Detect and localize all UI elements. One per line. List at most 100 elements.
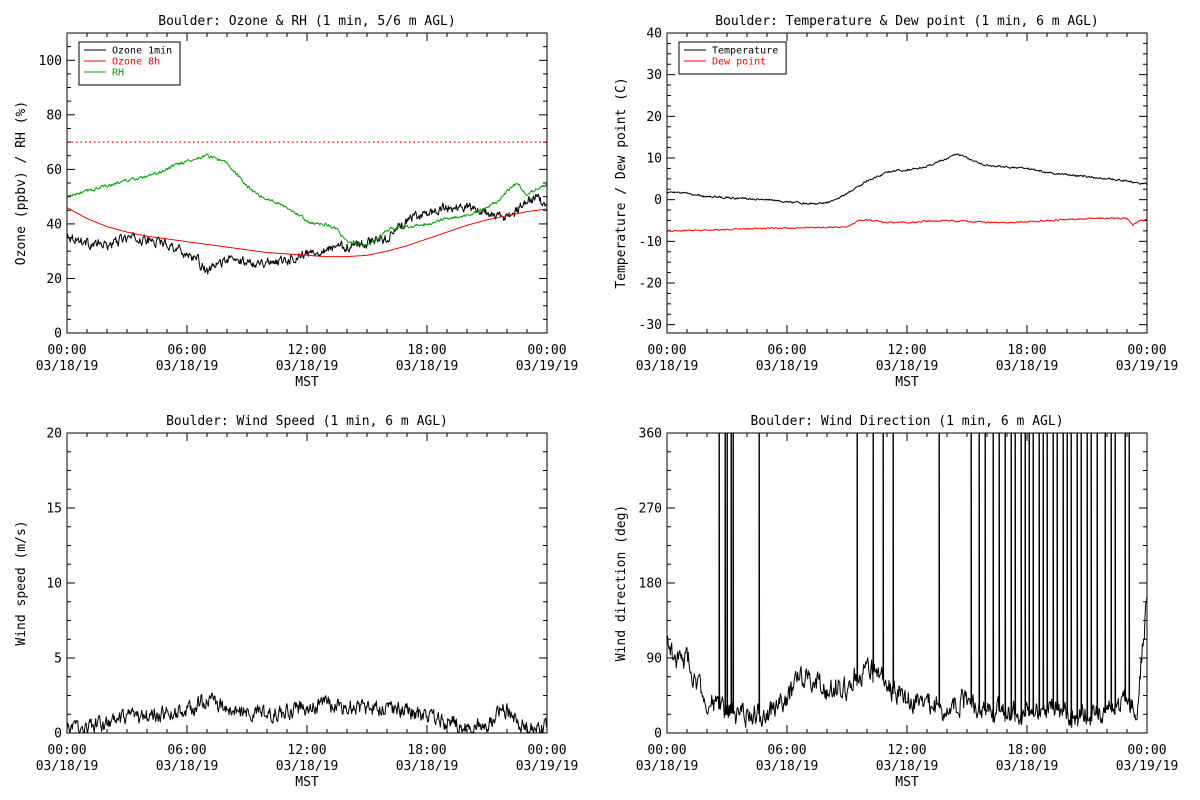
x-tick-time-label: 00:00 — [647, 743, 686, 758]
x-tick-time-label: 18:00 — [407, 743, 446, 758]
plot-frame — [66, 432, 548, 734]
x-tick-date-label: 03/18/19 — [276, 759, 339, 774]
x-tick-date-label: 03/18/19 — [36, 759, 99, 774]
x-tick-time-label: 12:00 — [287, 743, 326, 758]
legend-label: RH — [112, 68, 124, 79]
plot-frame — [666, 432, 1148, 734]
x-tick-time-label: 12:00 — [887, 343, 926, 358]
legend-label: Temperature — [712, 46, 778, 57]
y-axis-label: Temperature / Dew point (C) — [614, 77, 629, 288]
x-tick-time-label: 18:00 — [1007, 343, 1046, 358]
plot-area — [667, 433, 1147, 728]
series-line-1 — [667, 433, 1147, 728]
x-tick-time-label: 06:00 — [767, 343, 806, 358]
x-tick-date-label: 03/18/19 — [996, 359, 1059, 374]
y-tick-label: 40 — [646, 27, 662, 42]
x-tick-date-label: 03/19/19 — [516, 359, 579, 374]
series-line-3 — [67, 153, 547, 247]
x-tick-time-label: 00:00 — [47, 743, 86, 758]
x-tick-time-label: 06:00 — [767, 743, 806, 758]
x-tick-date-label: 03/18/19 — [276, 359, 339, 374]
series-line-1 — [667, 153, 1147, 205]
y-tick-label: 10 — [646, 152, 662, 167]
x-tick-date-label: 03/18/19 — [36, 359, 99, 374]
chart-title: Boulder: Temperature & Dew point (1 min,… — [715, 14, 1099, 29]
plot-area — [67, 692, 547, 733]
y-tick-label: 90 — [646, 652, 662, 667]
y-tick-label: 15 — [46, 502, 62, 517]
y-axis-label: Ozone (ppbv) / RH (%) — [14, 101, 29, 265]
y-axis-label: Wind direction (deg) — [614, 505, 629, 662]
y-tick-label: -10 — [639, 235, 662, 250]
x-tick-date-label: 03/18/19 — [636, 359, 699, 374]
y-tick-label: 20 — [46, 427, 62, 442]
x-tick-date-label: 03/18/19 — [636, 759, 699, 774]
x-tick-date-label: 03/18/19 — [876, 759, 939, 774]
y-tick-label: 20 — [46, 272, 62, 287]
plot-frame — [66, 32, 548, 334]
x-tick-date-label: 03/18/19 — [396, 359, 459, 374]
plot-area — [67, 141, 547, 275]
x-tick-time-label: 12:00 — [887, 743, 926, 758]
x-tick-time-label: 00:00 — [47, 343, 86, 358]
x-axis-label: MST — [295, 775, 319, 790]
x-tick-time-label: 06:00 — [167, 743, 206, 758]
y-tick-label: 0 — [654, 727, 662, 742]
x-tick-time-label: 00:00 — [647, 343, 686, 358]
series-line-2 — [667, 217, 1147, 232]
x-tick-date-label: 03/18/19 — [996, 759, 1059, 774]
x-tick-time-label: 18:00 — [407, 343, 446, 358]
x-tick-time-label: 00:00 — [1127, 743, 1166, 758]
y-tick-label: 60 — [46, 163, 62, 178]
x-tick-date-label: 03/19/19 — [1116, 759, 1179, 774]
x-tick-date-label: 03/19/19 — [516, 759, 579, 774]
x-tick-date-label: 03/18/19 — [396, 759, 459, 774]
y-tick-label: 360 — [639, 427, 662, 442]
x-tick-time-label: 00:00 — [1127, 343, 1166, 358]
chart-panel-3: Boulder: Wind Speed (1 min, 6 m AGL) 0 5 10… — [14, 414, 578, 790]
x-tick-date-label: 03/18/19 — [876, 359, 939, 374]
series-line-2 — [67, 207, 547, 258]
y-tick-label: 10 — [46, 577, 62, 592]
plot-area — [667, 153, 1147, 232]
y-tick-label: 40 — [46, 217, 62, 232]
y-tick-label: 0 — [54, 727, 62, 742]
chart-panel-2: Boulder: Temperature & Dew point (1 min,… — [614, 14, 1178, 390]
x-tick-time-label: 06:00 — [167, 343, 206, 358]
chart-title: Boulder: Wind Direction (1 min, 6 m AGL) — [750, 414, 1063, 429]
y-tick-label: 0 — [654, 193, 662, 208]
legend-label: Dew point — [712, 57, 766, 68]
x-tick-date-label: 03/18/19 — [756, 359, 819, 374]
legend-box — [678, 41, 787, 75]
x-tick-time-label: 00:00 — [527, 343, 566, 358]
chart-title: Boulder: Ozone & RH (1 min, 5/6 m AGL) — [158, 14, 455, 29]
x-tick-date-label: 03/18/19 — [156, 759, 219, 774]
x-tick-time-label: 18:00 — [1007, 743, 1046, 758]
x-tick-date-label: 03/19/19 — [1116, 359, 1179, 374]
y-tick-label: -20 — [639, 277, 662, 292]
chart-panel-1: Boulder: Ozone & RH (1 min, 5/6 m AGL) 0 2… — [14, 14, 578, 390]
y-tick-label: 0 — [54, 327, 62, 342]
y-tick-label: 270 — [639, 502, 662, 517]
y-tick-label: 180 — [639, 577, 662, 592]
y-tick-label: 5 — [54, 652, 62, 667]
x-tick-date-label: 03/18/19 — [156, 359, 219, 374]
legend-box — [78, 41, 181, 86]
series-line-1 — [67, 692, 547, 733]
legend-label: Ozone 8h — [112, 57, 160, 68]
x-axis-label: MST — [895, 775, 919, 790]
x-axis-label: MST — [895, 375, 919, 390]
plot-frame — [666, 32, 1148, 334]
x-tick-time-label: 12:00 — [287, 343, 326, 358]
y-tick-label: -30 — [639, 318, 662, 333]
x-tick-date-label: 03/18/19 — [756, 759, 819, 774]
x-tick-time-label: 00:00 — [527, 743, 566, 758]
y-tick-label: 80 — [46, 108, 62, 123]
chart-panel-4: Boulder: Wind Direction (1 min, 6 m AGL)… — [614, 414, 1178, 790]
series-line-1 — [67, 193, 547, 275]
y-tick-label: 30 — [646, 68, 662, 83]
y-tick-label: 100 — [39, 54, 62, 69]
x-axis-label: MST — [295, 375, 319, 390]
